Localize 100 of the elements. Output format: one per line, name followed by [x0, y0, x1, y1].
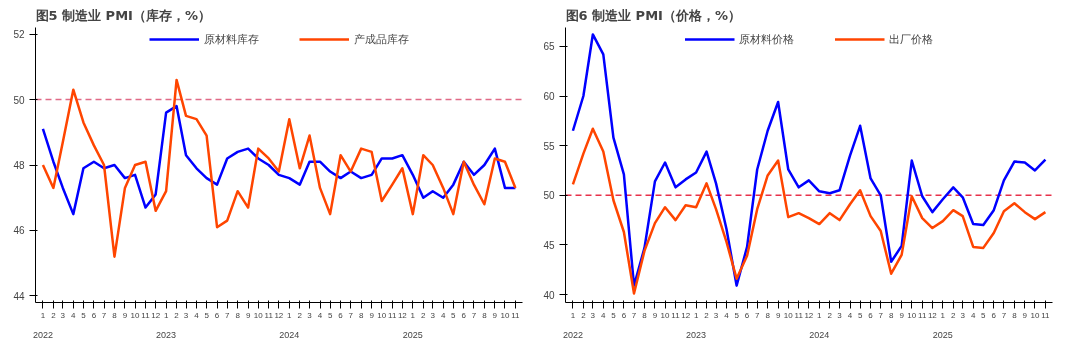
x-tick-label: 3	[713, 310, 719, 320]
y-tick-label: 44	[13, 290, 25, 302]
text: 2022	[562, 329, 583, 340]
x-tick-label: 10	[783, 310, 794, 320]
y-tick-label: 60	[543, 91, 555, 102]
x-tick-label: 5	[451, 310, 457, 320]
legend-label: 产成品库存	[353, 31, 409, 47]
x-tick-label: 11	[918, 310, 927, 320]
x-tick-label: 12	[681, 310, 691, 320]
y-tick-label: 55	[543, 140, 555, 152]
y-tick-label: 40	[543, 289, 555, 301]
x-tick-label: 8	[112, 310, 118, 320]
x-tick-label: 6	[214, 310, 220, 320]
x-tick-label: 11	[794, 310, 804, 320]
x-tick-label: 11	[388, 310, 397, 320]
text: 2023	[686, 329, 707, 340]
x-tick-label: 7	[224, 310, 230, 320]
x-tick-label: 10	[130, 310, 141, 320]
x-tick-label: 2	[704, 310, 710, 320]
text: 2024	[279, 329, 300, 340]
x-tick-label: 4	[317, 310, 323, 320]
y-tick-label: 50	[543, 190, 555, 202]
x-tick-label: 2	[51, 310, 57, 320]
x-tick-label: 3	[837, 310, 843, 320]
x-tick-label: 1	[693, 310, 699, 320]
text: 2022	[32, 329, 53, 340]
x-tick-label: 11	[141, 310, 151, 320]
x-tick-label: 7	[101, 310, 107, 320]
x-tick-label: 4	[601, 310, 607, 320]
line-series	[41, 104, 517, 216]
x-tick-label: 2	[951, 310, 957, 320]
x-tick-label: 5	[327, 310, 333, 320]
x-tick-label: 4	[847, 310, 853, 320]
x-tick-label: 2	[421, 310, 427, 320]
x-tick-label: 8	[1012, 310, 1018, 320]
x-tick-label: 9	[652, 310, 658, 320]
x-tick-label: 7	[348, 310, 354, 320]
x-tick-label: 6	[744, 310, 750, 320]
chart-title: 图5 制造业 PMI（库存，%）	[35, 7, 211, 23]
x-tick-label: 1	[570, 310, 576, 320]
x-tick-label: 2	[827, 310, 833, 320]
x-tick-label: 6	[991, 310, 997, 320]
x-tick-label: 10	[907, 310, 917, 320]
x-tick-label: 10	[500, 310, 510, 320]
x-tick-label: 9	[492, 310, 498, 320]
x-tick-label: 4	[194, 310, 200, 320]
x-tick-label: 1	[287, 310, 293, 320]
x-tick-label: 9	[245, 310, 251, 320]
x-tick-label: 8	[482, 310, 488, 320]
x-tick-label: 12	[274, 310, 284, 320]
x-tick-label: 12	[927, 310, 938, 320]
x-tick-label: 3	[183, 310, 189, 320]
x-tick-label: 10	[1030, 310, 1040, 320]
text: 2024	[809, 329, 830, 340]
x-tick-label: 2	[297, 310, 303, 320]
x-tick-label: 9	[1022, 310, 1028, 320]
x-tick-label: 5	[204, 310, 210, 320]
x-tick-label: 11	[1041, 310, 1051, 320]
text: 2025	[402, 329, 423, 340]
x-tick-label: 3	[307, 310, 313, 320]
y-tick-label: 65	[543, 41, 555, 53]
x-tick-label: 9	[369, 310, 375, 320]
x-tick-label: 7	[754, 310, 760, 320]
x-tick-label: 7	[878, 310, 884, 320]
x-tick-label: 3	[960, 310, 966, 320]
y-tick-label: 50	[13, 94, 25, 106]
legend-label: 出厂价格	[889, 31, 933, 47]
x-tick-label: 8	[765, 310, 771, 320]
x-tick-label: 8	[358, 310, 364, 320]
x-tick-label: 9	[775, 310, 781, 320]
x-tick-label: 11	[264, 310, 274, 320]
chart-title: 图6 制造业 PMI（价格，%）	[565, 7, 741, 23]
x-tick-label: 8	[888, 310, 894, 320]
legend-label: 原材料价格	[739, 31, 794, 47]
x-tick-label: 7	[631, 310, 637, 320]
x-tick-label: 1	[410, 310, 416, 320]
x-tick-label: 12	[397, 310, 408, 320]
line-series	[41, 78, 517, 258]
legend-label: 原材料库存	[203, 31, 259, 47]
x-tick-label: 7	[471, 310, 477, 320]
line-series	[571, 33, 1047, 287]
x-tick-label: 11	[671, 310, 681, 320]
x-tick-label: 4	[71, 310, 77, 320]
y-tick-label: 48	[13, 160, 25, 171]
y-tick-label: 46	[13, 225, 25, 237]
x-tick-label: 9	[122, 310, 128, 320]
x-tick-label: 4	[970, 310, 976, 320]
x-tick-label: 4	[440, 310, 446, 320]
x-tick-label: 9	[899, 310, 905, 320]
x-tick-label: 3	[60, 310, 66, 320]
x-tick-label: 3	[430, 310, 436, 320]
text: 2023	[156, 329, 177, 340]
x-tick-label: 8	[642, 310, 648, 320]
x-tick-label: 6	[621, 310, 627, 320]
x-tick-label: 5	[734, 310, 740, 320]
x-tick-label: 10	[660, 310, 671, 320]
x-tick-label: 12	[151, 310, 161, 320]
x-tick-label: 11	[511, 310, 521, 320]
y-tick-label: 45	[543, 239, 555, 251]
x-tick-label: 5	[611, 310, 617, 320]
